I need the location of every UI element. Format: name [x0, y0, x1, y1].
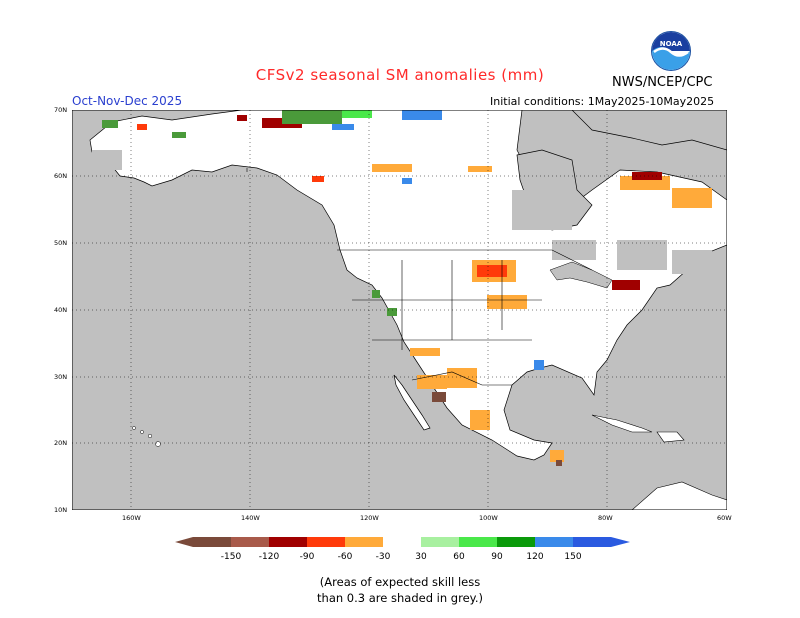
lat-label-10n: 10N [54, 506, 68, 514]
political-borders [246, 168, 593, 386]
legend-arrow-right [611, 537, 630, 547]
legend-tick-label: -150 [221, 552, 242, 562]
lon-label-100w: 100W [479, 514, 498, 522]
lat-label-60n: 60N [54, 172, 68, 180]
legend-swatch-9 [535, 537, 573, 547]
legend-swatch-7 [459, 537, 497, 547]
legend-tick-label: -90 [300, 552, 315, 562]
low-skill-patches [92, 150, 712, 274]
color-legend: -150 -120 -90 -60 -30 30 60 90 120 150 [175, 537, 630, 562]
noaa-logo: NOAA [651, 31, 691, 71]
season-label: Oct-Nov-Dec 2025 [72, 94, 183, 108]
lat-label-70n: 70N [54, 106, 68, 114]
legend-swatch-10 [573, 537, 611, 547]
lon-label-60w: 60W [717, 514, 732, 522]
hawaii-islands [132, 426, 161, 447]
lat-label-50n: 50N [54, 239, 68, 247]
graticule [72, 110, 727, 510]
anomaly-map [72, 110, 727, 510]
legend-tick-label: -120 [259, 552, 280, 562]
skill-note-line-1: (Areas of expected skill less [319, 575, 481, 589]
legend-arrow-left [175, 537, 193, 547]
initial-conditions-label: Initial conditions: 1May2025-10May2025 [490, 95, 715, 108]
skill-note-line-2: than 0.3 are shaded in grey.) [317, 591, 483, 605]
skill-note: (Areas of expected skill less than 0.3 a… [0, 574, 800, 606]
legend-tick-label: -30 [376, 552, 391, 562]
anomaly-patches [102, 110, 712, 466]
cuba [591, 414, 653, 433]
south-america [631, 481, 727, 510]
legend-tick-label: 30 [415, 552, 427, 562]
greenland [571, 110, 727, 151]
legend-tick-label: 150 [564, 552, 581, 562]
legend-swatch-1 [231, 537, 269, 547]
great-lakes [549, 261, 613, 289]
lat-label-30n: 30N [54, 373, 68, 381]
lat-label-40n: 40N [54, 306, 68, 314]
baja-california [393, 374, 431, 431]
map-title: CFSv2 seasonal SM anomalies (mm) [255, 66, 545, 84]
source-label: NWS/NCEP/CPC [612, 75, 713, 90]
legend-tick-label: 90 [491, 552, 503, 562]
lon-label-140w: 140W [241, 514, 260, 522]
legend-tick-label: -60 [338, 552, 353, 562]
logo-text: NOAA [660, 40, 683, 48]
legend-swatch-4 [345, 537, 383, 547]
legend-swatch-6 [421, 537, 459, 547]
legend-bar [175, 537, 630, 547]
legend-tick-label: 120 [526, 552, 543, 562]
lon-label-120w: 120W [360, 514, 379, 522]
legend-swatch-5 [383, 537, 421, 547]
lat-label-20n: 20N [54, 439, 68, 447]
legend-swatch-3 [307, 537, 345, 547]
legend-swatch-8 [497, 537, 535, 547]
lon-label-160w: 160W [122, 514, 141, 522]
hispaniola [656, 431, 685, 443]
lon-label-80w: 80W [598, 514, 613, 522]
legend-tick-label: 60 [453, 552, 465, 562]
legend-swatch-2 [269, 537, 307, 547]
legend-swatch-0 [193, 537, 231, 547]
